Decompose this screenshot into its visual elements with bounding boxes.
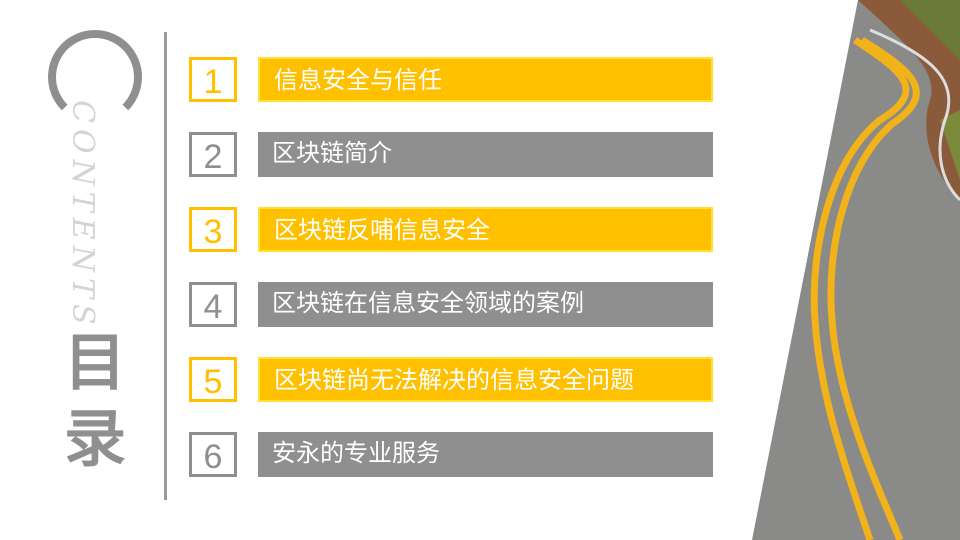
item-label: 安永的专业服务 [258,432,713,477]
title-char-1: 目 [63,326,126,399]
item-number: 1 [189,57,237,102]
item-number: 2 [189,132,237,177]
item-number: 3 [189,207,237,252]
divider-line [164,32,167,500]
item-label: 信息安全与信任 [258,57,713,102]
item-label: 区块链在信息安全领域的案例 [258,282,713,327]
item-label: 区块链尚无法解决的信息安全问题 [258,357,713,402]
title-char-2: 录 [63,402,126,475]
page-title: 目 录 [60,325,130,477]
item-number: 4 [189,282,237,327]
item-number: 6 [189,432,237,477]
item-number: 5 [189,357,237,402]
item-label: 区块链简介 [258,132,713,177]
contents-arc-decoration [48,30,142,124]
item-label: 区块链反哺信息安全 [258,207,713,252]
